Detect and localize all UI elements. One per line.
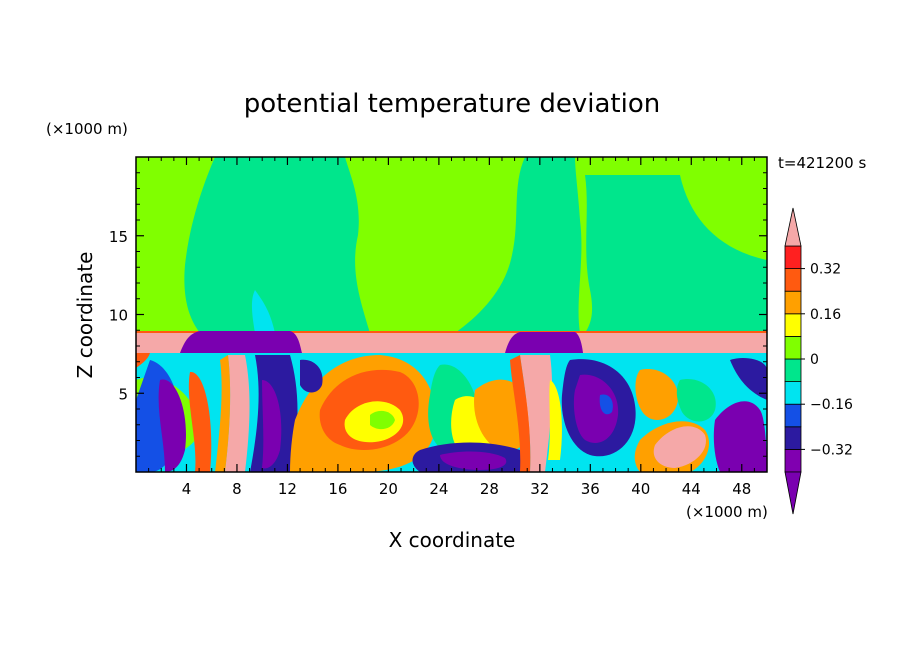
- x-tick-label: 16: [328, 480, 347, 498]
- x-tick-label: 24: [429, 480, 448, 498]
- upper-patch-right: [585, 175, 767, 333]
- x-tick-label: 48: [732, 480, 751, 498]
- colorbar-swatch: [784, 358, 802, 383]
- colorbar: 0.32 0.16 0 −0.16 −0.32: [784, 207, 853, 515]
- colorbar-swatch: [784, 290, 802, 315]
- x-tick-label: 40: [631, 480, 650, 498]
- y-axis: 5 10 15: [109, 172, 767, 457]
- colorbar-swatch: [784, 335, 802, 360]
- colorbar-under-triangle: [784, 471, 802, 515]
- y-unit-label: (×1000 m): [46, 120, 128, 138]
- colorbar-swatch: [784, 403, 802, 428]
- x-unit-label: (×1000 m): [686, 503, 768, 521]
- colorbar-swatch: [784, 426, 802, 450]
- colorbar-tick-label: 0: [810, 352, 819, 368]
- x-tick-label: 4: [182, 480, 192, 498]
- colorbar-swatch: [784, 448, 802, 473]
- time-label: t=421200 s: [778, 154, 866, 172]
- y-axis-label: Z coordinate: [73, 252, 97, 379]
- upper-patch-mid: [455, 157, 582, 333]
- colorbar-swatch: [784, 381, 802, 405]
- chart-title: potential temperature deviation: [244, 89, 660, 119]
- y-tick-label: 5: [118, 385, 128, 403]
- x-tick-label: 32: [530, 480, 549, 498]
- x-tick-label: 20: [379, 480, 398, 498]
- field-area: [136, 157, 767, 472]
- colorbar-swatch: [784, 313, 802, 337]
- upper-patch-small: [251, 290, 275, 333]
- colorbar-tick-label: −0.32: [810, 442, 853, 458]
- x-axis: 4 8 12 16 20 24 28 32 36 40 44 48: [148, 157, 755, 498]
- colorbar-tick-label: −0.16: [810, 397, 853, 413]
- y-tick-label: 15: [109, 228, 128, 246]
- colorbar-over-triangle: [784, 207, 802, 247]
- y-tick-label: 10: [109, 307, 128, 325]
- cold-dome-left: [180, 331, 302, 353]
- colorbar-tick-label: 0.32: [810, 262, 841, 278]
- band-edge: [136, 331, 767, 333]
- x-axis-label: X coordinate: [389, 528, 516, 552]
- colorbar-tick-label: 0.16: [810, 307, 841, 323]
- x-tick-label: 28: [480, 480, 499, 498]
- upper-patch-left: [184, 157, 370, 333]
- x-tick-label: 12: [278, 480, 297, 498]
- x-tick-label: 8: [232, 480, 242, 498]
- x-tick-label: 36: [581, 480, 600, 498]
- cold-dome-right: [505, 332, 583, 353]
- lower-field: [136, 353, 767, 472]
- colorbar-swatch: [784, 245, 802, 270]
- x-tick-label: 44: [682, 480, 701, 498]
- colorbar-swatch: [784, 268, 802, 292]
